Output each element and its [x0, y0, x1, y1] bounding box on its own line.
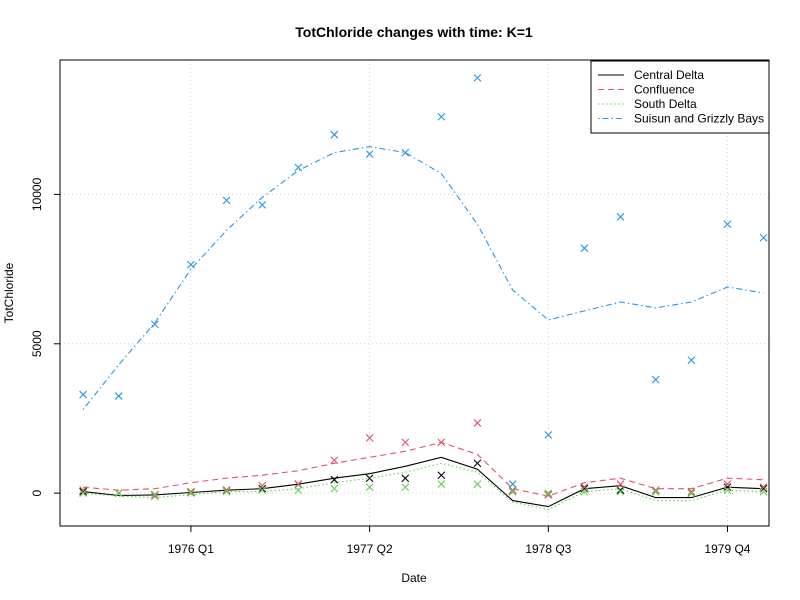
data-point	[687, 487, 696, 496]
data-point	[616, 486, 625, 495]
data-point	[723, 483, 732, 492]
x-tick-label: 1978 Q3	[525, 542, 571, 556]
x-tick-label: 1976 Q1	[168, 542, 214, 556]
data-point	[330, 484, 339, 493]
data-point	[401, 474, 410, 483]
data-point	[401, 438, 410, 447]
series-line	[83, 456, 764, 508]
data-point	[79, 486, 88, 495]
data-point	[473, 419, 482, 427]
data-point	[330, 475, 339, 484]
data-point	[616, 212, 625, 221]
data-point	[401, 148, 410, 157]
data-point	[723, 220, 732, 229]
data-point	[580, 487, 589, 496]
legend-label: Confluence	[634, 83, 695, 97]
data-point	[258, 486, 267, 495]
data-point	[150, 490, 159, 499]
legend-label: South Delta	[634, 97, 697, 111]
data-point	[508, 487, 517, 496]
data-point	[437, 438, 446, 447]
data-point	[687, 356, 696, 365]
series-3	[79, 74, 768, 489]
data-point	[330, 130, 339, 139]
data-point	[437, 480, 446, 489]
data-point	[294, 480, 303, 489]
series-layer	[79, 74, 768, 511]
data-point	[437, 471, 446, 480]
plot-frame	[59, 59, 770, 527]
legend-box	[590, 60, 770, 134]
y-tick-label: 10000	[30, 177, 44, 211]
data-point	[401, 483, 410, 492]
data-point	[723, 480, 732, 489]
data-point	[616, 487, 625, 496]
data-point	[544, 490, 553, 499]
data-point	[365, 483, 374, 492]
data-point	[365, 150, 374, 158]
data-point	[508, 486, 517, 495]
legend-label: Central Delta	[634, 68, 704, 82]
data-point	[222, 486, 231, 495]
data-point	[651, 487, 660, 496]
data-point	[79, 487, 88, 496]
data-point	[114, 392, 123, 400]
data-point	[150, 320, 159, 329]
series-2	[79, 462, 768, 511]
data-point	[723, 486, 732, 495]
legend-item: Confluence	[598, 83, 695, 97]
data-point	[222, 196, 231, 205]
data-point	[759, 487, 768, 496]
data-point	[79, 489, 88, 498]
data-point	[473, 480, 482, 489]
legend-item: Central Delta	[598, 68, 704, 82]
y-tick-label: 5000	[30, 330, 44, 357]
data-point	[616, 480, 625, 489]
data-point	[544, 489, 553, 498]
y-tick-label: 0	[30, 489, 44, 496]
x-axis-label: Date	[401, 571, 427, 585]
chart-title: TotChloride changes with time: K=1	[295, 24, 533, 40]
data-point	[150, 492, 159, 501]
x-tick-label: 1979 Q4	[704, 542, 750, 556]
legend-item: South Delta	[598, 97, 697, 111]
data-point	[222, 487, 231, 496]
data-point	[294, 163, 303, 172]
data-point	[114, 489, 123, 498]
data-point	[544, 431, 553, 439]
grid-layer	[60, 60, 769, 526]
data-point	[437, 112, 446, 121]
data-point	[365, 474, 374, 483]
data-point	[651, 486, 660, 495]
data-point	[187, 489, 195, 498]
data-point	[759, 484, 768, 493]
data-point	[580, 484, 589, 493]
series-line	[82, 146, 764, 410]
data-point	[187, 260, 195, 269]
data-point	[651, 375, 660, 384]
data-point	[687, 489, 696, 498]
data-point	[473, 459, 482, 468]
data-point	[294, 486, 303, 495]
data-point	[365, 433, 374, 442]
data-point	[508, 480, 517, 489]
data-point	[79, 390, 88, 399]
data-point	[330, 456, 339, 465]
data-point	[258, 484, 267, 493]
data-point	[187, 487, 195, 496]
data-point	[759, 233, 768, 242]
y-axis-label: TotChloride	[2, 262, 16, 323]
legend-label: Suisun and Grizzly Bays	[634, 112, 764, 126]
data-point	[258, 200, 267, 209]
x-tick-label: 1977 Q2	[347, 542, 393, 556]
legend-item: Suisun and Grizzly Bays	[598, 112, 764, 126]
data-point	[473, 74, 482, 82]
tick-layer: 1976 Q1 1977 Q2 1978 Q3 1979 Q4 0 5000 10000	[30, 177, 751, 556]
series-line	[83, 462, 764, 511]
series-line	[83, 441, 764, 497]
data-point	[580, 244, 589, 253]
